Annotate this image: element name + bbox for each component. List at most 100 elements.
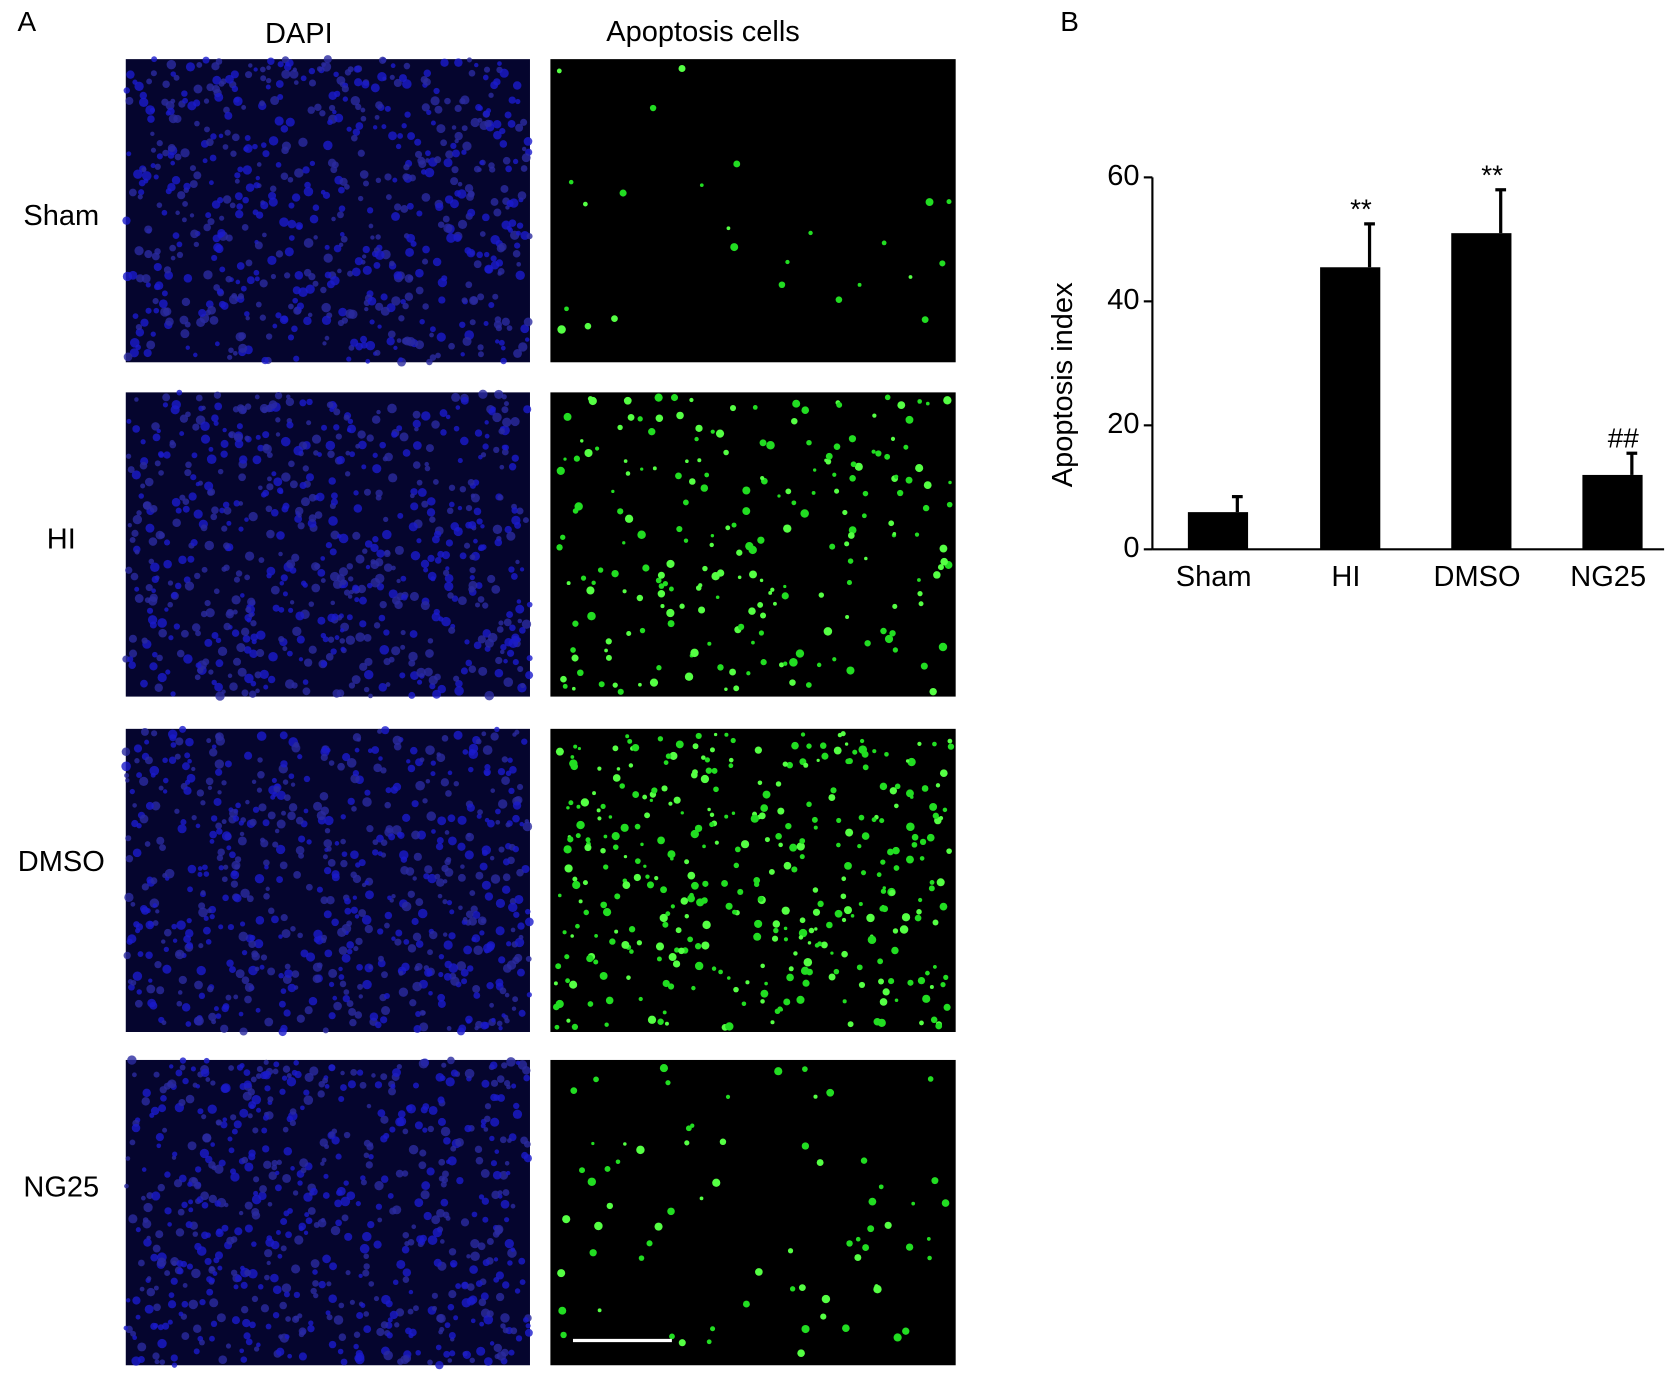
apoptotic-cell [672, 960, 681, 968]
nucleus [289, 480, 298, 489]
nucleus [338, 186, 345, 194]
apoptotic-cell [901, 913, 911, 922]
apoptotic-cell [821, 1294, 831, 1304]
nucleus [193, 1324, 202, 1333]
nucleus [224, 760, 232, 768]
nucleus [164, 607, 169, 612]
nucleus [167, 580, 174, 586]
nucleus [258, 485, 263, 491]
nucleus [500, 1313, 510, 1323]
nucleus [232, 350, 238, 356]
nucleus [255, 688, 260, 694]
apoptotic-cell [799, 854, 805, 860]
nucleus [346, 356, 352, 362]
nucleus [157, 1324, 164, 1331]
nucleus [442, 879, 448, 884]
apoptotic-cell [740, 840, 750, 849]
nucleus [378, 614, 386, 622]
nucleus [282, 1126, 289, 1133]
apoptotic-cell [857, 843, 862, 849]
nucleus [352, 874, 362, 884]
nucleus [165, 669, 171, 675]
apoptotic-cell [786, 973, 794, 982]
nucleus [355, 632, 365, 642]
nucleus [505, 165, 512, 173]
nucleus [391, 646, 401, 656]
nucleus [470, 1251, 480, 1261]
nucleus [225, 1343, 232, 1349]
nucleus [354, 597, 360, 603]
nucleus [274, 391, 283, 400]
apoptotic-cell [659, 1064, 669, 1073]
nucleus [165, 188, 172, 195]
nucleus [410, 493, 415, 499]
nucleus [135, 1314, 141, 1320]
nucleus [445, 539, 454, 547]
nucleus [204, 600, 211, 607]
apoptotic-cell [593, 1076, 599, 1083]
nucleus [445, 150, 454, 159]
nucleus [244, 551, 255, 561]
nucleus [162, 1127, 168, 1133]
nucleus [429, 326, 436, 333]
nucleus [343, 1180, 349, 1186]
nucleus [213, 1257, 220, 1264]
nucleus [357, 983, 364, 990]
nucleus [151, 575, 159, 584]
apoptotic-cell [937, 564, 944, 571]
apoptotic-cell [691, 881, 699, 890]
nucleus [434, 105, 443, 114]
nucleus [446, 233, 456, 243]
nucleus [474, 429, 483, 437]
nucleus [161, 939, 166, 944]
x-tick-label: NG25 [1570, 561, 1646, 593]
nucleus [475, 738, 482, 745]
nucleus [400, 644, 406, 650]
nucleus [193, 352, 198, 358]
nucleus [302, 465, 309, 472]
nucleus [515, 604, 525, 614]
nucleus [184, 929, 194, 938]
nucleus [320, 753, 328, 761]
nucleus [508, 566, 515, 573]
nucleus [303, 238, 314, 248]
nucleus [376, 1327, 385, 1337]
nucleus [494, 668, 504, 678]
nucleus [359, 596, 367, 605]
nucleus [321, 62, 326, 67]
nucleus [300, 75, 307, 82]
apoptotic-cell [724, 732, 729, 737]
nucleus [194, 980, 203, 990]
nucleus [143, 1238, 152, 1247]
apoptotic-cell [907, 757, 916, 767]
nucleus [146, 1287, 156, 1297]
nucleus [478, 389, 488, 399]
apoptotic-cell [915, 464, 924, 473]
nucleus [413, 441, 422, 450]
nucleus [491, 1190, 500, 1200]
nucleus [339, 628, 345, 633]
nucleus [449, 199, 459, 209]
apoptotic-cell [813, 825, 818, 830]
nucleus [205, 777, 214, 786]
nucleus [191, 452, 198, 459]
nucleus [334, 1199, 342, 1208]
dapi-image [123, 1055, 533, 1370]
apoptotic-cell [842, 1324, 850, 1332]
nucleus [238, 931, 249, 942]
nucleus [308, 67, 316, 75]
apoptotic-cell [800, 732, 806, 737]
apoptotic-cell [753, 877, 761, 884]
x-tick-label: HI [1331, 561, 1360, 593]
nucleus [418, 1161, 427, 1170]
nucleus [142, 501, 152, 510]
nucleus [201, 864, 208, 871]
apoptotic-cell [783, 998, 791, 1006]
apoptotic-cell [878, 978, 884, 985]
nucleus [347, 418, 354, 425]
nucleus [375, 177, 382, 183]
column-header: Apoptosis cells [606, 16, 800, 48]
nucleus [320, 632, 327, 639]
nucleus [202, 926, 211, 935]
apoptotic-cell [814, 927, 818, 931]
